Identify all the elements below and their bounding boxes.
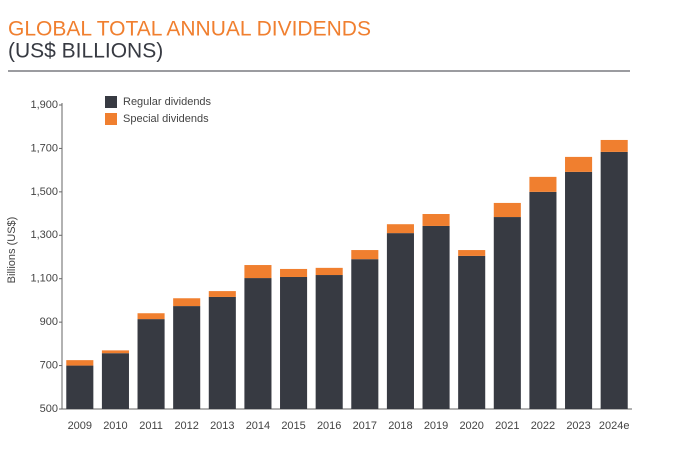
bar-segment	[386, 224, 414, 234]
bar-segment	[529, 176, 557, 192]
bar-segment	[280, 268, 308, 277]
bar-segment	[137, 313, 165, 320]
y-tick-label: 1,700	[30, 142, 58, 154]
chart-title: GLOBAL TOTAL ANNUAL DIVIDENDS	[8, 18, 371, 41]
y-tick-label: 1,100	[30, 273, 58, 285]
bar-segment	[529, 191, 557, 409]
x-tick-label: 2021	[495, 420, 519, 432]
x-tick-label: 2023	[566, 420, 590, 432]
legend-label: Regular dividends	[123, 96, 212, 108]
bar-segment	[422, 225, 450, 409]
x-tick-label: 2012	[174, 420, 198, 432]
bar-segment	[315, 267, 343, 276]
bar-segment	[493, 202, 521, 218]
x-tick-label: 2024e	[599, 420, 630, 432]
bar-segment	[208, 296, 236, 409]
bar-segment	[244, 278, 272, 409]
bar-segment	[173, 306, 201, 409]
bar-segment	[600, 151, 628, 409]
bar-segment	[386, 233, 414, 409]
x-tick-label: 2018	[388, 420, 412, 432]
y-tick-label: 1,500	[30, 186, 58, 198]
bar-segment	[351, 259, 379, 409]
x-tick-label: 2010	[103, 420, 127, 432]
x-tick-label: 2013	[210, 420, 234, 432]
y-tick-label: 700	[40, 359, 58, 371]
x-tick-label: 2022	[531, 420, 555, 432]
bar-segment	[315, 275, 343, 409]
x-tick-label: 2011	[139, 420, 163, 432]
bar-segment	[422, 214, 450, 226]
x-tick-label: 2020	[459, 420, 483, 432]
y-tick-label: 900	[40, 316, 58, 328]
y-axis-label: Billions (US$)	[6, 217, 18, 284]
x-tick-label: 2016	[317, 420, 341, 432]
legend-label: Special dividends	[123, 113, 209, 125]
bar-segment	[101, 353, 129, 409]
bar-segment	[458, 255, 486, 409]
bar-segment	[280, 276, 308, 409]
bar-segment	[600, 139, 628, 152]
x-tick-label: 2019	[424, 420, 448, 432]
x-tick-label: 2014	[246, 420, 270, 432]
legend-swatch	[105, 96, 117, 108]
bar-segment	[565, 156, 593, 172]
x-tick-label: 2015	[281, 420, 305, 432]
chart-subtitle: (US$ BILLIONS)	[8, 40, 163, 63]
bar-segment	[244, 265, 272, 279]
bar-segment	[493, 217, 521, 409]
y-tick-label: 1,900	[30, 99, 58, 111]
bar-segment	[458, 250, 486, 256]
bar-segment	[66, 360, 94, 366]
y-tick-label: 500	[40, 403, 58, 415]
bar-segment	[565, 171, 593, 409]
x-tick-label: 2017	[353, 420, 377, 432]
legend-swatch	[105, 113, 117, 125]
bar-segment	[66, 365, 94, 409]
bar-segment	[173, 298, 201, 307]
bar-segment	[101, 350, 129, 354]
bar-segment	[208, 291, 236, 297]
bar-segment	[351, 250, 379, 260]
bar-segment	[137, 319, 165, 409]
y-tick-label: 1,300	[30, 229, 58, 241]
x-tick-label: 2009	[68, 420, 92, 432]
